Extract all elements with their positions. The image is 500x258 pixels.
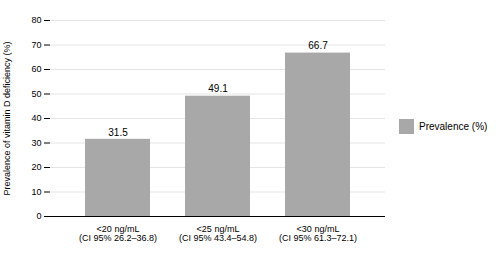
html-text:Prevalence (%): Prevalence (%) — [419, 121, 488, 132]
svg-text:<30 ng/mL(CI 95% 61.3–72.1): <30 ng/mL(CI 95% 61.3–72.1) — [279, 224, 357, 243]
svg-text:66.7: 66.7 — [308, 40, 328, 51]
svg-text:60: 60 — [31, 64, 41, 74]
svg-text:40: 40 — [31, 113, 41, 123]
svg-text:10: 10 — [31, 187, 41, 197]
svg-text:50: 50 — [31, 89, 41, 99]
svg-text:31.5: 31.5 — [108, 127, 128, 138]
svg-text:Prevalence of vitamin D defici: Prevalence of vitamin D deficiency (%) — [2, 41, 12, 195]
svg-text:80: 80 — [31, 15, 41, 25]
svg-text:30: 30 — [31, 138, 41, 148]
svg-text:70: 70 — [31, 40, 41, 50]
svg-text:20: 20 — [31, 162, 41, 172]
svg-text:49.1: 49.1 — [208, 83, 228, 94]
svg-text:0: 0 — [36, 211, 41, 221]
svg-text:<20 ng/mL(CI 95% 26.2–36.8): <20 ng/mL(CI 95% 26.2–36.8) — [79, 224, 157, 243]
svg-text:<25 ng/mL(CI 95% 43.4–54.8): <25 ng/mL(CI 95% 43.4–54.8) — [179, 224, 257, 243]
